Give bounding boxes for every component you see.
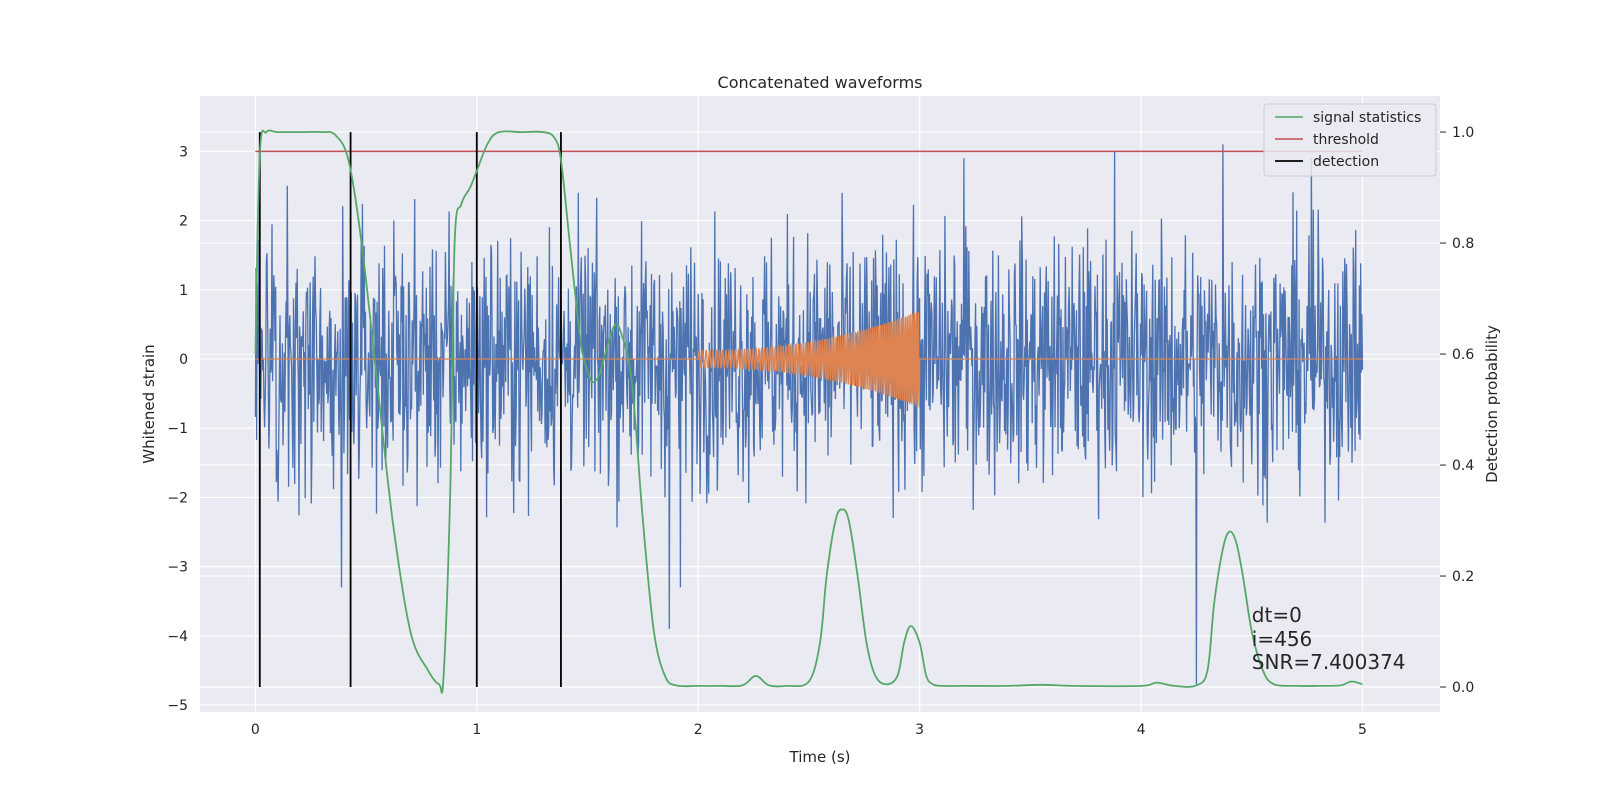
y-right-tick-label: 0.8 [1452, 236, 1474, 252]
y-right-tick-label: 0.6 [1452, 347, 1474, 363]
y-right-tick-label: 0.4 [1452, 458, 1474, 474]
y-right-tick-label: 0.0 [1452, 680, 1474, 696]
y-tick-label: 0 [179, 352, 188, 368]
annotation-snr: SNR=7.400374 [1252, 650, 1406, 674]
y-tick-label: −3 [167, 560, 188, 576]
annotation-index: i=456 [1252, 627, 1313, 651]
y-tick-label: 2 [179, 214, 188, 230]
x-axis-label: Time (s) [789, 748, 851, 766]
legend: signal statistics threshold detection [1263, 103, 1437, 177]
y-tick-label: −2 [167, 490, 188, 506]
legend-label-statistic: signal statistics [1313, 110, 1421, 126]
legend-frame [1263, 103, 1437, 177]
detection-series [258, 132, 562, 688]
y-tick-label: 1 [179, 283, 188, 299]
y-right-tick-label: 1.0 [1452, 125, 1474, 141]
y-tick-label: −1 [167, 421, 188, 437]
y-right-tick-label: 0.2 [1452, 569, 1474, 585]
x-tick-label: 1 [472, 722, 481, 738]
x-tick-label: 0 [251, 722, 260, 738]
legend-label-threshold: threshold [1313, 132, 1379, 148]
legend-label-detection: detection [1313, 154, 1379, 170]
x-tick-label: 3 [915, 722, 924, 738]
axis-ticks: 0 1 2 3 4 5 −5 −4 −3 −2 −1 0 1 2 3 0.0 0.2 0.4 0.6 0.8 1.0 [167, 125, 1474, 738]
statistic-series [254, 129, 1363, 694]
x-tick-label: 4 [1137, 722, 1146, 738]
y-tick-label: −5 [167, 698, 188, 714]
chirp-series [255, 311, 1363, 408]
y-tick-label: −4 [167, 629, 188, 645]
noise-series [254, 144, 1364, 685]
chirp-line [255, 311, 1363, 408]
x-tick-label: 2 [694, 722, 703, 738]
y-axis-right-label: Detection probability [1483, 325, 1501, 483]
chart-title: Concatenated waveforms [718, 73, 923, 92]
y-tick-label: 3 [179, 144, 188, 160]
y-axis-label: Whitened strain [140, 344, 158, 463]
x-tick-label: 5 [1358, 722, 1367, 738]
annotation-dt: dt=0 [1252, 603, 1302, 627]
statistic-line [254, 129, 1363, 694]
noise-line [254, 144, 1364, 685]
